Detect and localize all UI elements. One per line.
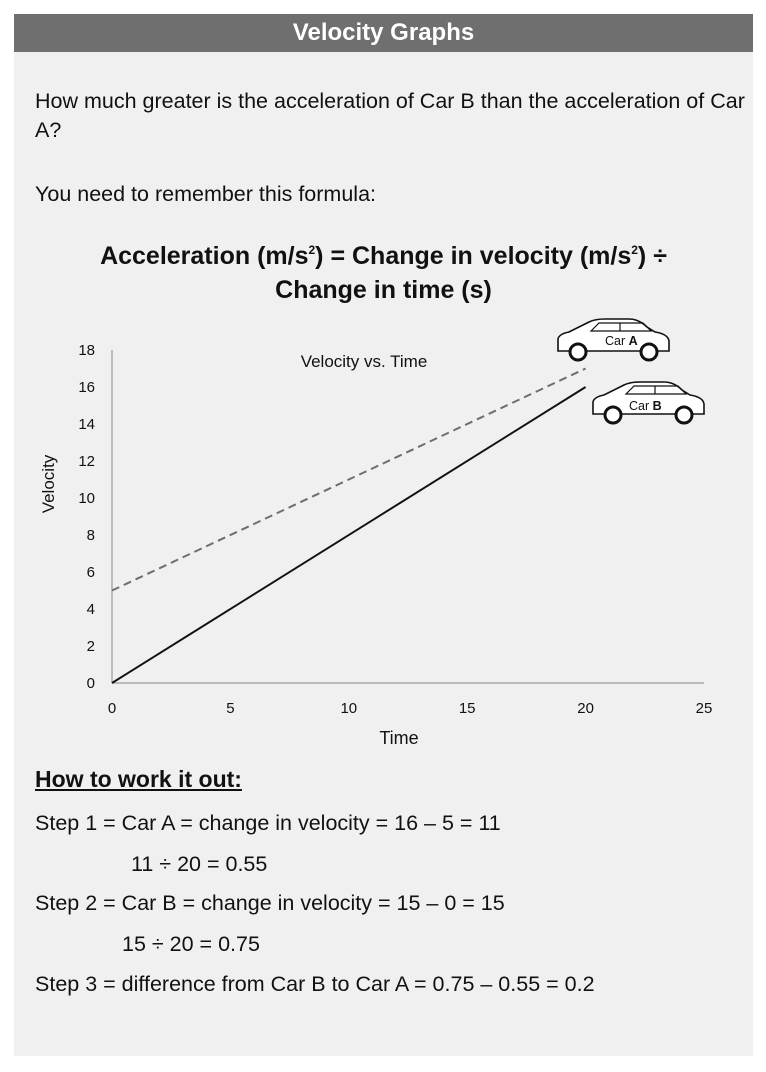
car-b-prefix: Car: [629, 399, 653, 413]
step-3: Step 3 = difference from Car B to Car A …: [35, 972, 595, 996]
y-tick-label: 6: [87, 564, 95, 581]
x-tick-label: 10: [340, 700, 357, 717]
formula-part1: Acceleration (m/s: [100, 242, 309, 270]
y-tick-label: 14: [78, 416, 95, 433]
chart-ticks: 0 5 10 15 20 25 0 2 4 6 8 10 12 14 16 18: [78, 342, 712, 717]
car-a-prefix: Car: [605, 334, 629, 348]
y-tick-label: 4: [87, 601, 95, 618]
chart-title: Velocity vs. Time: [301, 352, 428, 371]
y-tick-label: 8: [87, 527, 95, 544]
formula-line2: Change in time (s): [275, 276, 492, 304]
y-tick-label: 2: [87, 638, 95, 655]
step-2-calc: 15 ÷ 20 = 0.75: [122, 932, 260, 956]
y-tick-label: 18: [78, 342, 95, 359]
x-tick-label: 0: [108, 700, 116, 717]
y-tick-label: 0: [87, 675, 95, 692]
x-axis-label: Time: [379, 728, 418, 748]
car-a-letter: A: [629, 334, 638, 348]
chart-series: [111, 367, 587, 684]
question-text: How much greater is the acceleration of …: [35, 89, 745, 142]
formula-part3: ) ÷: [637, 242, 667, 270]
y-tick-label: 10: [78, 490, 95, 507]
x-tick-label: 5: [226, 700, 234, 717]
step-1: Step 1 = Car A = change in velocity = 16…: [35, 811, 501, 835]
x-tick-label: 15: [459, 700, 476, 717]
step-1-calc: 11 ÷ 20 = 0.55: [131, 852, 268, 876]
formula-sup1: 2: [308, 243, 316, 257]
formula: Acceleration (m/s2) = Change in velocity…: [14, 233, 753, 307]
svg-text:Car A: Car A: [605, 334, 638, 348]
step-2: Step 2 = Car B = change in velocity = 15…: [35, 891, 505, 915]
remember-text: You need to remember this formula:: [35, 182, 376, 206]
svg-text:Car B: Car B: [629, 399, 662, 413]
formula-sup2: 2: [631, 243, 638, 257]
y-tick-label: 12: [78, 453, 95, 470]
car-icon: Car A: [557, 318, 670, 362]
series-line-car-b: [111, 386, 587, 684]
x-tick-label: 25: [696, 700, 713, 717]
worksheet: Velocity Graphs How much greater is the …: [14, 14, 753, 1056]
x-tick-label: 20: [577, 700, 594, 717]
velocity-chart: 0 5 10 15 20 25 0 2 4 6 8 10 12 14 16 18 Velocity vs. T…: [39, 318, 712, 748]
howto-heading: How to work it out:: [35, 766, 242, 792]
car-b-letter: B: [653, 399, 662, 413]
formula-part2: ) = Change in velocity (m/s: [315, 242, 632, 270]
y-tick-label: 16: [78, 379, 95, 396]
series-line-car-a: [111, 367, 587, 592]
chart-axes: [111, 350, 704, 684]
car-icon: Car B: [592, 381, 705, 425]
y-axis-label: Velocity: [39, 454, 58, 513]
page-title: Velocity Graphs: [14, 14, 753, 52]
